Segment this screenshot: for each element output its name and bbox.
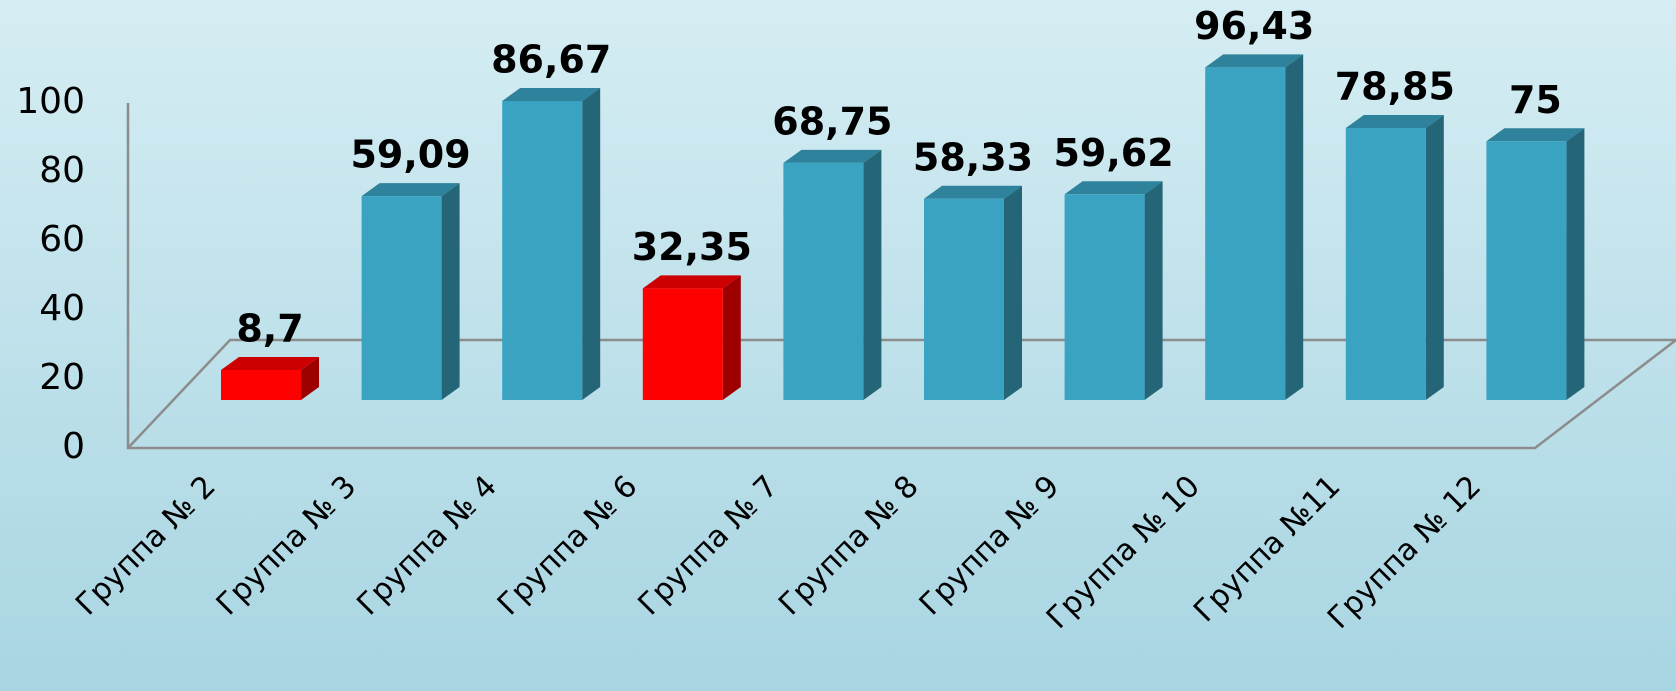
bar-top <box>924 185 1022 199</box>
bar-front <box>221 369 301 400</box>
data-label: 78,85 <box>1335 64 1455 108</box>
bar-front <box>1064 194 1145 400</box>
bar <box>642 275 741 400</box>
bar <box>1486 128 1585 400</box>
bar-side <box>1004 185 1022 400</box>
bar-top <box>1345 114 1444 128</box>
bar-top <box>1205 54 1304 68</box>
bar-front <box>924 198 1004 400</box>
y-tick-label: 0 <box>62 426 85 467</box>
bar-side <box>863 149 882 400</box>
bar-side <box>301 356 319 400</box>
bar <box>361 183 460 400</box>
y-tick-label: 100 <box>16 81 85 122</box>
bar-side <box>1285 54 1304 401</box>
axis-frame <box>126 103 1676 450</box>
bar-side <box>1566 128 1585 400</box>
bar-side <box>1144 181 1163 400</box>
y-tick-label: 40 <box>39 288 85 329</box>
bar-side <box>582 87 601 401</box>
bar-top <box>361 183 460 197</box>
data-label: 59,62 <box>1053 131 1173 175</box>
bar-front <box>1205 67 1286 400</box>
bar-front <box>502 100 583 401</box>
bar-top <box>1064 181 1163 195</box>
y-tick-label: 20 <box>39 357 85 398</box>
y-tick-label: 60 <box>39 219 85 260</box>
bar <box>221 356 319 400</box>
data-label: 75 <box>1509 78 1562 122</box>
bar-top <box>1486 128 1585 142</box>
bar-top <box>502 87 601 101</box>
data-label: 68,75 <box>772 99 892 143</box>
bar-side <box>1425 114 1444 400</box>
data-label: 96,43 <box>1194 4 1314 48</box>
y-tick-label: 80 <box>39 150 85 191</box>
bar <box>502 87 601 401</box>
bar-side <box>722 275 741 400</box>
bar <box>783 149 882 400</box>
bar <box>1064 181 1163 400</box>
bar-top <box>783 149 882 163</box>
data-label: 8,7 <box>236 306 303 350</box>
bar-top <box>642 275 741 289</box>
data-label: 58,33 <box>913 135 1033 179</box>
bar <box>924 185 1022 400</box>
bar-front <box>1486 141 1567 400</box>
data-label: 86,67 <box>491 37 611 81</box>
bar-front <box>1345 127 1426 400</box>
data-label: 32,35 <box>632 225 752 269</box>
data-label: 59,09 <box>350 133 470 177</box>
bar-front <box>642 288 723 400</box>
bar <box>1205 54 1304 401</box>
bar <box>1345 114 1444 400</box>
bar-front <box>783 162 864 400</box>
bar-top <box>221 356 319 370</box>
bar-front <box>361 196 442 400</box>
floor-back <box>127 338 1676 449</box>
bar-side <box>441 183 460 400</box>
